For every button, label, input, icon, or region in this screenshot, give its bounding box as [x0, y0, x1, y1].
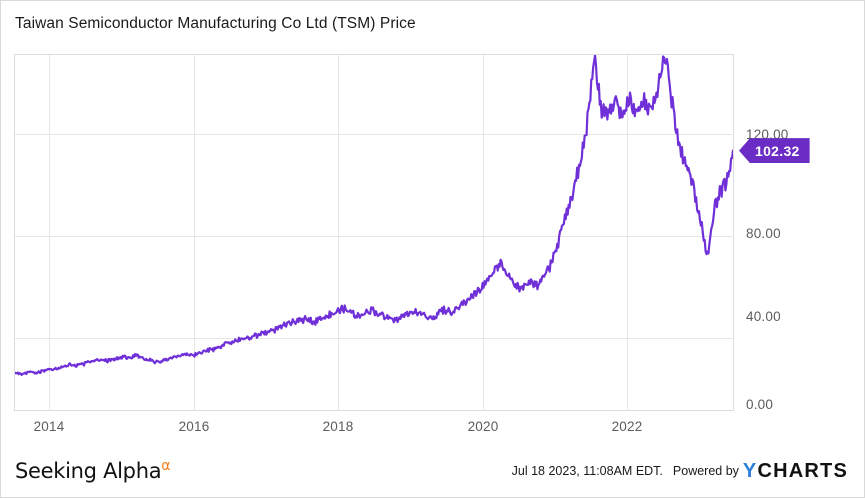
x-axis-tick-label: 2018	[322, 419, 354, 434]
y-axis-tick-label: 80.00	[746, 226, 781, 241]
ycharts-logo: YCHARTS	[743, 461, 848, 481]
x-axis-tick-label: 2014	[33, 419, 65, 434]
y-axis-tick-label: 40.00	[746, 309, 781, 324]
page-title: Taiwan Semiconductor Manufacturing Co Lt…	[15, 15, 416, 32]
powered-by-label: Powered by	[672, 464, 739, 478]
x-axis-tick-label: 2022	[611, 419, 643, 434]
vertical-gridline	[627, 55, 628, 410]
x-axis-tick-label: 2016	[178, 419, 210, 434]
alpha-glyph-icon: α	[161, 458, 171, 474]
price-series-line	[15, 55, 733, 376]
ycharts-wordmark: CHARTS	[757, 460, 848, 482]
seeking-alpha-logo: Seeking Alphaα	[15, 458, 171, 483]
current-price-badge: 102.32	[739, 138, 810, 164]
price-line-chart	[15, 55, 733, 376]
plot-area	[14, 54, 734, 411]
horizontal-gridline	[15, 338, 733, 339]
horizontal-gridline	[15, 236, 733, 237]
seeking-alpha-wordmark: Seeking Alpha	[15, 459, 162, 483]
horizontal-gridline	[15, 134, 733, 135]
timestamp-label: Jul 18 2023, 11:08AM EDT.	[511, 464, 663, 478]
x-axis-tick-label: 2020	[467, 419, 499, 434]
footer-attribution: Jul 18 2023, 11:08AM EDT. Powered by YCH…	[512, 461, 848, 481]
vertical-gridline	[338, 55, 339, 410]
vertical-gridline	[483, 55, 484, 410]
y-axis-tick-label: 0.00	[746, 397, 774, 412]
vertical-gridline	[49, 55, 50, 410]
ycharts-y-icon: Y	[742, 460, 758, 482]
vertical-gridline	[194, 55, 195, 410]
